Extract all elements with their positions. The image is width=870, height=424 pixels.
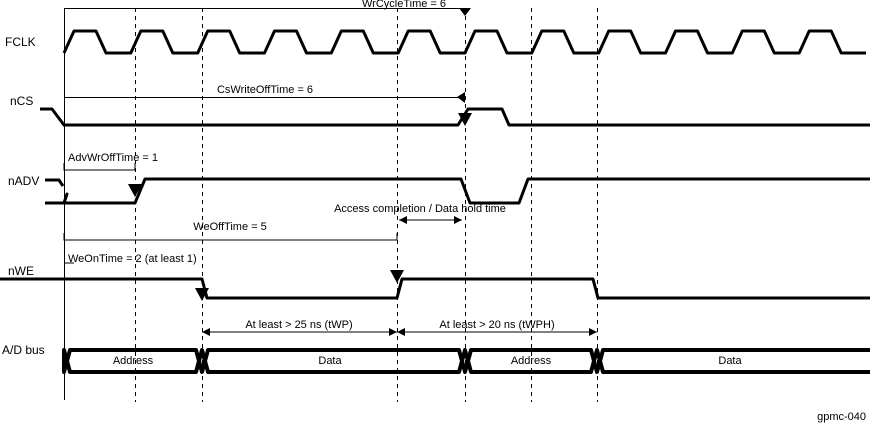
svg-text:WeOnTime = 2 (at least 1): WeOnTime = 2 (at least 1) bbox=[68, 253, 197, 265]
svg-text:CsWriteOffTime = 6: CsWriteOffTime = 6 bbox=[217, 84, 313, 96]
svg-text:At least > 20 ns (tWPH): At least > 20 ns (tWPH) bbox=[439, 319, 554, 331]
svg-text:nADV: nADV bbox=[8, 174, 39, 188]
svg-text:Address: Address bbox=[113, 355, 154, 367]
svg-text:WeOffTime = 5: WeOffTime = 5 bbox=[193, 221, 266, 233]
svg-text:nCS: nCS bbox=[10, 94, 33, 108]
svg-text:Access completion / Data hold: Access completion / Data hold time bbox=[334, 203, 506, 215]
svg-text:AdvWrOffTime = 1: AdvWrOffTime = 1 bbox=[68, 152, 158, 164]
svg-text:gpmc-040: gpmc-040 bbox=[817, 411, 866, 423]
svg-text:Data: Data bbox=[718, 355, 742, 367]
svg-text:Data: Data bbox=[318, 355, 342, 367]
svg-text:At least > 25 ns (tWP): At least > 25 ns (tWP) bbox=[245, 319, 352, 331]
svg-text:WrCycleTime = 6: WrCycleTime = 6 bbox=[362, 0, 446, 10]
svg-text:Address: Address bbox=[511, 355, 552, 367]
svg-text:A/D bus: A/D bus bbox=[2, 343, 45, 357]
svg-text:FCLK: FCLK bbox=[5, 35, 36, 49]
svg-text:nWE: nWE bbox=[8, 264, 34, 278]
